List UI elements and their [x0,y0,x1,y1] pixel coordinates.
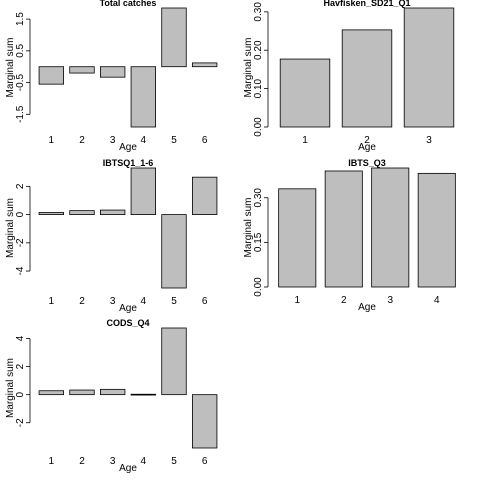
panel-3: 1 2 3 4 5 6 -4 -2 0 2 IBTSQ1_1-6 Age Marginal sum [5,158,218,314]
bar-age-3 [371,167,410,288]
bar-age-1 [279,58,331,128]
bar-age-1 [38,212,65,215]
bar-age-4 [417,172,456,288]
y-tick-label: 4 [15,335,26,341]
bar-age-2 [69,66,95,74]
x-axis-label: Age [358,142,376,153]
y-tick-label: 2 [15,183,26,189]
bar-age-2 [341,29,393,128]
bar-age-1 [38,390,65,396]
bar-age-1 [278,188,317,288]
y-tick-label: 0.5 [15,43,26,57]
chart-title: IBTS_Q3 [348,158,386,168]
bar-age-2 [69,210,95,215]
chart-title: Total catches [100,0,157,8]
panel-4: 1 2 3 4 0.00 0.15 0.30 IBTS_Q3 Age Marginal sum [243,158,456,313]
x-tick-label: 1 [49,456,55,467]
y-tick-label: 0.10 [253,78,264,98]
x-tick-label: 3 [426,135,432,146]
x-tick-label: 4 [141,135,147,146]
bar-age-4 [130,393,157,396]
y-tick-label: 0 [15,211,26,217]
y-tick-label: 0.30 [253,2,264,22]
y-axis-label: Marginal sum [5,358,16,418]
bar-age-3 [100,388,126,396]
y-tick-label: 0.00 [253,117,264,137]
panel-1: 1 2 3 4 5 6 -1.5 -0.5 0.5 1.5 Total catches Age Marg… [5,0,218,153]
y-tick-label: -0.5 [15,74,26,92]
x-tick-label: 3 [110,296,116,307]
y-axis-label: Marginal sum [243,37,254,97]
y-tick-label: 0.30 [253,188,264,208]
chart-title: CODS_Q4 [106,318,149,328]
x-axis-label: Age [119,142,137,153]
bar-age-4 [130,167,157,215]
chart-title: Havfisken_SD21_Q1 [323,0,410,8]
y-tick-label: -2 [15,238,26,247]
y-axis-label: Marginal sum [243,197,254,257]
y-axis-label: Marginal sum [5,37,16,97]
x-tick-label: 5 [171,456,177,467]
x-axis-label: Age [119,303,137,314]
x-tick-label: 5 [171,296,177,307]
x-tick-label: 3 [110,135,116,146]
bar-age-1 [38,66,65,85]
x-tick-label: 6 [202,456,208,467]
x-axis-label: Age [358,302,376,313]
chart-title: IBTSQ1_1-6 [103,158,154,168]
x-tick-label: 4 [141,456,147,467]
bar-age-5 [161,214,187,289]
bar-age-6 [191,394,218,449]
panel-5: 1 2 3 4 5 6 -2 0 2 4 CODS_Q4 Age Marginal sum [5,318,218,474]
x-tick-label: 6 [202,296,208,307]
bar-age-3 [100,209,126,215]
y-tick-label: 0.20 [253,40,264,60]
x-axis-label: Age [119,463,137,474]
x-tick-label: 1 [49,296,55,307]
x-tick-label: 4 [434,295,440,306]
x-tick-label: 1 [302,135,308,146]
x-tick-label: 5 [171,135,177,146]
bar-age-2 [324,170,363,288]
y-axis-label: Marginal sum [5,198,16,258]
x-tick-label: 2 [79,456,85,467]
x-tick-label: 6 [202,135,208,146]
x-tick-label: 1 [49,135,55,146]
x-tick-label: 2 [79,296,85,307]
panel-2: 1 2 3 0.00 0.10 0.20 0.30 Havfisken_SD21_Q1 Age M… [243,0,455,153]
x-tick-label: 2 [364,135,370,146]
bar-age-6 [191,176,218,215]
x-tick-label: 1 [294,295,300,306]
bar-age-6 [191,62,218,68]
y-tick-label: 1.5 [15,12,26,26]
bar-age-2 [69,389,95,396]
y-tick-label: -4 [15,266,26,275]
bar-age-4 [130,66,157,128]
x-tick-label: 3 [387,295,393,306]
y-tick-label: -1.5 [15,105,26,123]
x-tick-label: 4 [141,296,147,307]
y-tick-label: 0.15 [253,232,264,252]
x-tick-label: 2 [341,295,347,306]
y-tick-label: 2 [15,363,26,369]
bar-age-5 [161,327,187,396]
x-tick-label: 2 [79,135,85,146]
y-tick-label: 0.00 [253,277,264,297]
x-tick-label: 3 [110,456,116,467]
y-tick-label: 0 [15,391,26,397]
bar-age-3 [100,66,126,78]
bar-age-3 [403,7,455,128]
bar-age-5 [161,7,187,68]
y-tick-label: -2 [15,418,26,427]
